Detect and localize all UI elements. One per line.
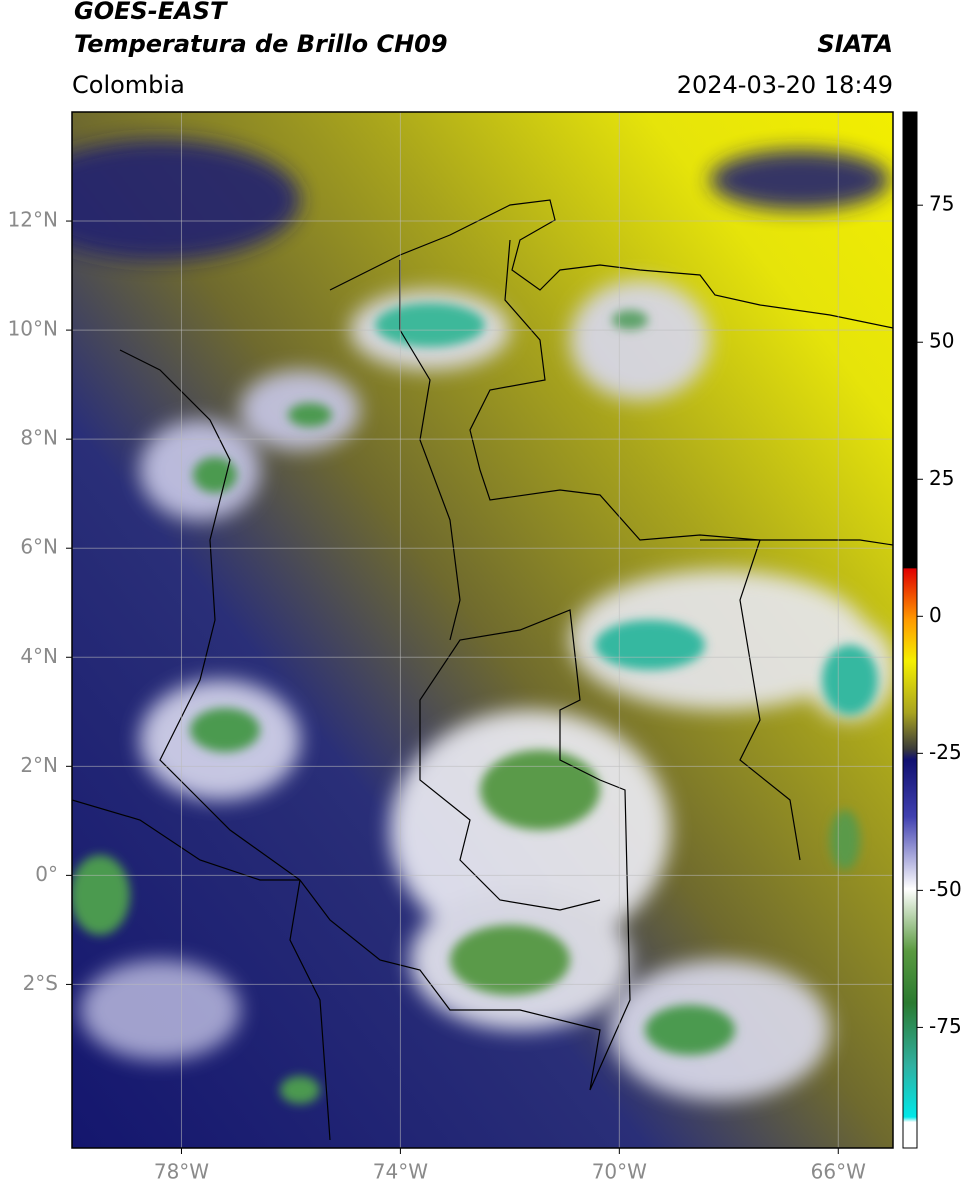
colorbar-tick-label: 0 [929,603,942,627]
x-tick-label: 70°W [592,1160,647,1184]
colorbar-tick-label: -25 [929,740,962,764]
grid [72,112,893,1148]
map-frame [71,111,894,1149]
colorbar-tick-label: -75 [929,1014,962,1038]
colorbar-tick-label: -50 [929,877,962,901]
source: SIATA [817,30,893,58]
y-tick-label: 8°N [20,426,58,450]
satellite-image [72,112,893,1148]
x-tick-label: 78°W [154,1160,209,1184]
region: Colombia [72,71,185,99]
y-tick-label: 0° [35,862,58,886]
colorbar-tick-label: 50 [929,329,954,353]
subtitle: Temperatura de Brillo CH09 [74,30,448,58]
y-tick-label: 6°N [20,535,58,559]
colorbar-tick-label: 25 [929,466,954,490]
y-tick-label: 10°N [8,317,58,341]
colorbar [902,111,918,1149]
datetime: 2024-03-20 18:49 [677,71,893,99]
y-tick-label: 2°N [20,753,58,777]
x-tick-label: 66°W [811,1160,866,1184]
y-tick-label: 2°S [23,971,58,995]
title: GOES-EAST [74,0,228,25]
y-tick-label: 12°N [8,208,58,232]
colorbar-tick-label: 75 [929,192,954,216]
x-tick-label: 74°W [373,1160,428,1184]
y-tick-label: 4°N [20,644,58,668]
